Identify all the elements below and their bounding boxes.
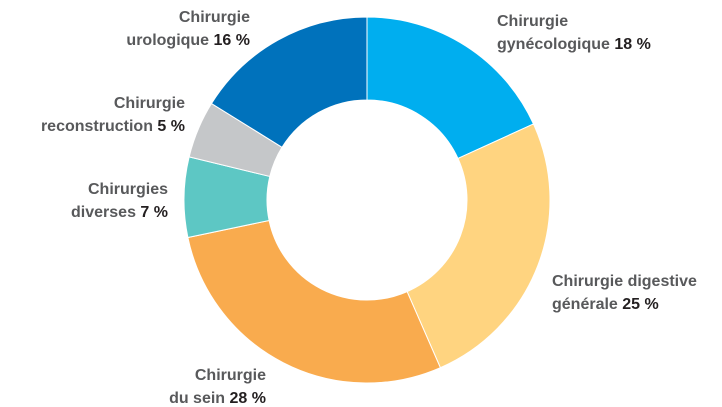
donut-slice <box>366 16 535 160</box>
label-text: urologique <box>126 32 209 49</box>
slice-label: Chirurgie urologique 16 % <box>126 9 250 49</box>
label-line: générale 25 % <box>552 296 659 313</box>
value-label: 25 % <box>622 296 658 313</box>
donut-slice <box>187 219 442 384</box>
label-line: Chirurgie <box>497 13 568 30</box>
label-text: reconstruction <box>41 118 153 135</box>
value-label: 28 % <box>230 390 266 407</box>
donut-slice <box>406 123 551 369</box>
label-line: du sein 28 % <box>169 390 266 407</box>
label-line: Chirurgie <box>179 9 250 26</box>
label-line: Chirurgie <box>114 95 185 112</box>
label-line: Chirurgie digestive <box>552 273 697 290</box>
label-line: Chirurgie <box>195 367 266 384</box>
value-label: 5 % <box>157 118 185 135</box>
label-text: diverses <box>71 204 136 221</box>
label-text: gynécologique <box>497 36 610 53</box>
value-label: 16 % <box>214 32 250 49</box>
label-line: reconstruction 5 % <box>41 118 185 135</box>
label-line: gynécologique 18 % <box>497 36 651 53</box>
value-label: 7 % <box>140 204 168 221</box>
donut-slice <box>210 16 368 148</box>
slice-label: Chirurgie reconstruction 5 % <box>41 95 185 135</box>
label-text: du sein <box>169 390 225 407</box>
label-line: diverses 7 % <box>71 204 168 221</box>
label-line: urologique 16 % <box>126 32 250 49</box>
slice-label: Chirurgie gynécologique 18 % <box>497 13 651 53</box>
slice-label: Chirurgie du sein 28 % <box>169 367 266 407</box>
label-line: Chirurgies <box>88 181 168 198</box>
value-label: 18 % <box>614 36 650 53</box>
label-text: générale <box>552 296 618 313</box>
slice-label: Chirurgies diverses 7 % <box>71 181 168 221</box>
slice-label: Chirurgie digestive générale 25 % <box>552 273 697 313</box>
